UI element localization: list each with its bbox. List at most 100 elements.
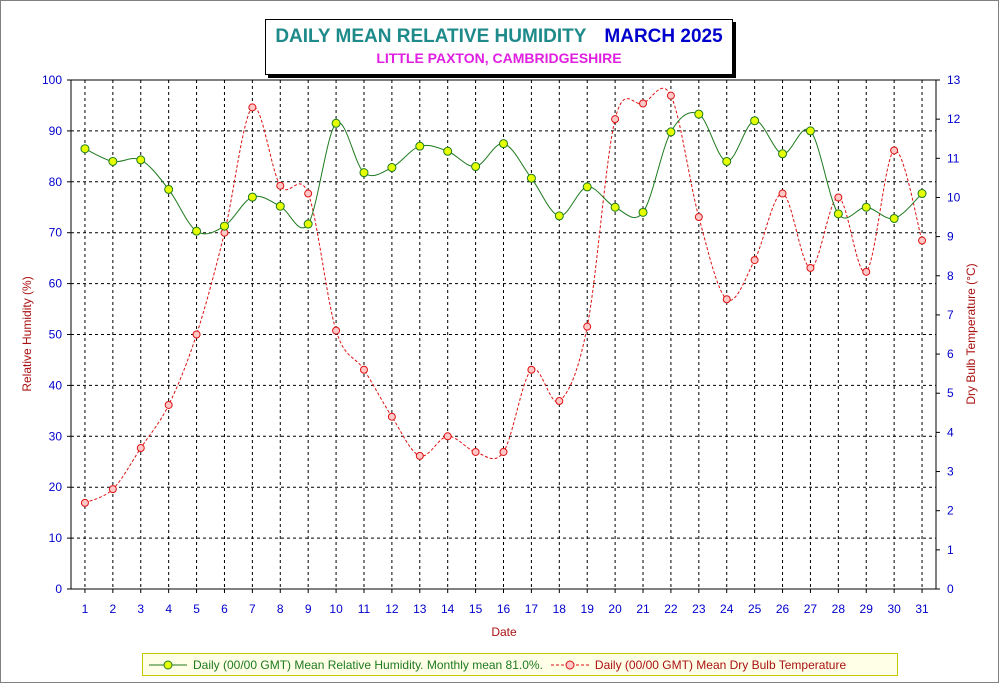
temperature-point bbox=[471, 447, 480, 456]
humidity-point bbox=[219, 221, 229, 231]
humidity-point bbox=[80, 144, 90, 154]
chart-title-line: DAILY MEAN RELATIVE HUMIDITY MARCH 2025 bbox=[266, 26, 732, 48]
tick-label-x: 17 bbox=[525, 602, 539, 616]
humidity-point bbox=[610, 202, 620, 212]
temperature-point bbox=[555, 397, 564, 406]
tick-label-x: 14 bbox=[441, 602, 455, 616]
tick-label-right: 10 bbox=[947, 190, 961, 204]
tick-label-x: 5 bbox=[193, 602, 200, 616]
temperature-line bbox=[84, 87, 923, 504]
temperature-point bbox=[415, 451, 424, 460]
chart-subtitle: LITTLE PAXTON, CAMBRIDGESHIRE bbox=[376, 50, 622, 66]
tick-label-x: 10 bbox=[329, 602, 343, 616]
humidity-point bbox=[861, 202, 871, 212]
tick-label-x: 15 bbox=[469, 602, 483, 616]
temperature-point bbox=[722, 295, 731, 304]
temperature-point bbox=[611, 115, 620, 124]
temperature-point bbox=[862, 267, 871, 276]
humidity-point bbox=[192, 226, 202, 236]
legend-item-temperature: Daily (00/00 GMT) Mean Dry Bulb Temperat… bbox=[549, 658, 846, 672]
humidity-point bbox=[889, 213, 899, 223]
humidity-point bbox=[805, 126, 815, 136]
tick-label-left: 80 bbox=[49, 175, 63, 189]
temperature-point bbox=[527, 365, 536, 374]
tick-label-x: 25 bbox=[748, 602, 762, 616]
humidity-point bbox=[136, 155, 146, 165]
temperature-point bbox=[750, 256, 759, 265]
tick-label-x: 12 bbox=[385, 602, 399, 616]
humidity-point bbox=[582, 182, 592, 192]
tick-label-x: 20 bbox=[608, 602, 622, 616]
humidity-point bbox=[694, 109, 704, 119]
temperature-point bbox=[108, 485, 117, 494]
temperature-point bbox=[834, 193, 843, 202]
tick-label-x: 26 bbox=[776, 602, 790, 616]
tick-label-right: 1 bbox=[947, 543, 954, 557]
tick-label-right: 12 bbox=[947, 112, 961, 126]
temperature-point bbox=[694, 213, 703, 222]
humidity-point bbox=[833, 209, 843, 219]
humidity-point bbox=[722, 156, 732, 166]
tick-label-right: 5 bbox=[947, 386, 954, 400]
tick-label-left: 100 bbox=[42, 73, 62, 87]
humidity-point bbox=[917, 189, 927, 199]
legend-temperature-swatch bbox=[550, 660, 589, 669]
humidity-point bbox=[275, 201, 285, 211]
temperature-point bbox=[248, 103, 257, 112]
tick-label-right: 13 bbox=[947, 73, 961, 87]
tick-label-right: 8 bbox=[947, 269, 954, 283]
tick-label-right: 6 bbox=[947, 347, 954, 361]
tick-label-right: 7 bbox=[947, 308, 954, 322]
tick-label-x: 6 bbox=[221, 602, 228, 616]
legend-label-humidity: Daily (00/00 GMT) Mean Relative Humidity… bbox=[193, 657, 543, 672]
tick-label-x: 18 bbox=[553, 602, 567, 616]
legend-item-humidity: Daily (00/00 GMT) Mean Relative Humidity… bbox=[147, 658, 543, 672]
temperature-point bbox=[332, 326, 341, 335]
tick-label-x: 29 bbox=[860, 602, 874, 616]
temperature-point bbox=[80, 498, 89, 507]
tick-label-x: 24 bbox=[720, 602, 734, 616]
humidity-point bbox=[499, 139, 508, 149]
tick-label-left: 10 bbox=[49, 531, 63, 545]
humidity-point bbox=[750, 116, 760, 126]
tick-label-x: 28 bbox=[832, 602, 846, 616]
tick-label-right: 3 bbox=[947, 465, 954, 479]
temperature-point bbox=[387, 412, 396, 421]
tick-label-x: 23 bbox=[692, 602, 706, 616]
humidity-point bbox=[359, 168, 369, 178]
humidity-point bbox=[164, 184, 174, 194]
x-axis-title: Date bbox=[491, 625, 517, 639]
humidity-point bbox=[443, 146, 453, 156]
tick-label-x: 19 bbox=[581, 602, 595, 616]
tick-label-x: 3 bbox=[137, 602, 144, 616]
tick-label-left: 30 bbox=[49, 429, 63, 443]
tick-label-x: 4 bbox=[165, 602, 172, 616]
humidity-point bbox=[666, 127, 676, 137]
legend-humidity-swatch bbox=[149, 660, 187, 669]
temperature-point bbox=[359, 365, 368, 374]
tick-label-x: 8 bbox=[277, 602, 284, 616]
humidity-point bbox=[778, 149, 788, 159]
tick-label-x: 21 bbox=[636, 602, 650, 616]
humidity-point bbox=[247, 192, 257, 202]
temperature-point bbox=[499, 447, 508, 456]
tick-label-left: 20 bbox=[49, 480, 63, 494]
tick-label-x: 16 bbox=[497, 602, 511, 616]
series bbox=[80, 87, 927, 507]
humidity-point bbox=[554, 211, 564, 221]
plot-border bbox=[70, 79, 937, 590]
tick-label-left: 0 bbox=[55, 582, 62, 596]
temperature-point bbox=[639, 99, 648, 108]
grid bbox=[71, 80, 936, 589]
temperature-point bbox=[164, 400, 173, 409]
tick-label-x: 2 bbox=[110, 602, 117, 616]
humidity-point bbox=[387, 163, 397, 173]
title-box: DAILY MEAN RELATIVE HUMIDITY MARCH 2025 L… bbox=[265, 19, 733, 75]
y-axis-title-left: Relative Humidity (%) bbox=[20, 276, 34, 391]
humidity-point bbox=[471, 162, 481, 172]
humidity-point bbox=[415, 141, 425, 151]
temperature-point bbox=[192, 330, 201, 339]
tick-label-left: 90 bbox=[49, 124, 63, 138]
